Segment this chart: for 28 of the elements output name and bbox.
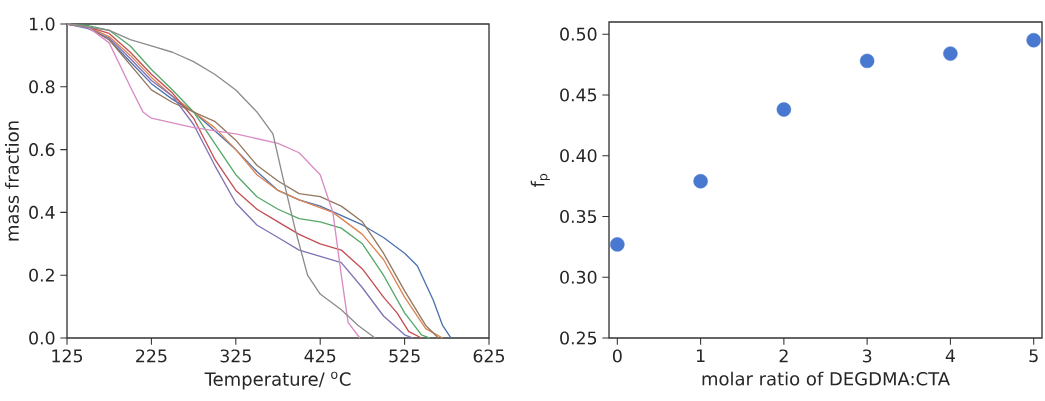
x-axis-title: molar ratio of DEGDMA:CTA — [702, 371, 950, 386]
y-axis-title: mass fraction — [4, 121, 19, 241]
y-tick-label: 0.8 — [29, 80, 55, 94]
x-tick-label: 625 — [473, 349, 505, 363]
y-tick-label: 0.2 — [29, 268, 54, 282]
x-tick-label: 0 — [612, 349, 622, 363]
y-tick-label: 0.40 — [560, 149, 597, 163]
y-axis-title: f$_{p}$ — [530, 173, 550, 188]
x-tick-label: 1 — [696, 349, 705, 363]
x-tick-label: 5 — [1029, 349, 1038, 363]
x-tick-label: 2 — [779, 349, 788, 363]
y-tick-label: 0.50 — [560, 27, 597, 41]
x-tick-label: 225 — [136, 349, 167, 363]
x-tick-label: 4 — [945, 349, 955, 363]
y-tick-label: 0.30 — [560, 270, 597, 284]
y-tick-label: 0.6 — [29, 143, 55, 157]
y-tick-label: 0.25 — [560, 331, 597, 345]
x-tick-label: 3 — [862, 349, 872, 363]
x-tick-label: 525 — [389, 349, 420, 363]
x-tick-label: 125 — [52, 349, 83, 363]
x-tick-label: 325 — [220, 349, 251, 363]
y-tick-label: 0.35 — [560, 209, 597, 224]
y-tick-label: 0.45 — [560, 88, 597, 102]
x-axis-title: Temperature/ $^{o}$C — [204, 371, 351, 390]
y-tick-label: 1.0 — [29, 17, 55, 31]
y-tick-label: 0.0 — [29, 331, 55, 345]
x-tick-label: 425 — [304, 349, 336, 363]
y-tick-label: 0.4 — [29, 205, 55, 219]
